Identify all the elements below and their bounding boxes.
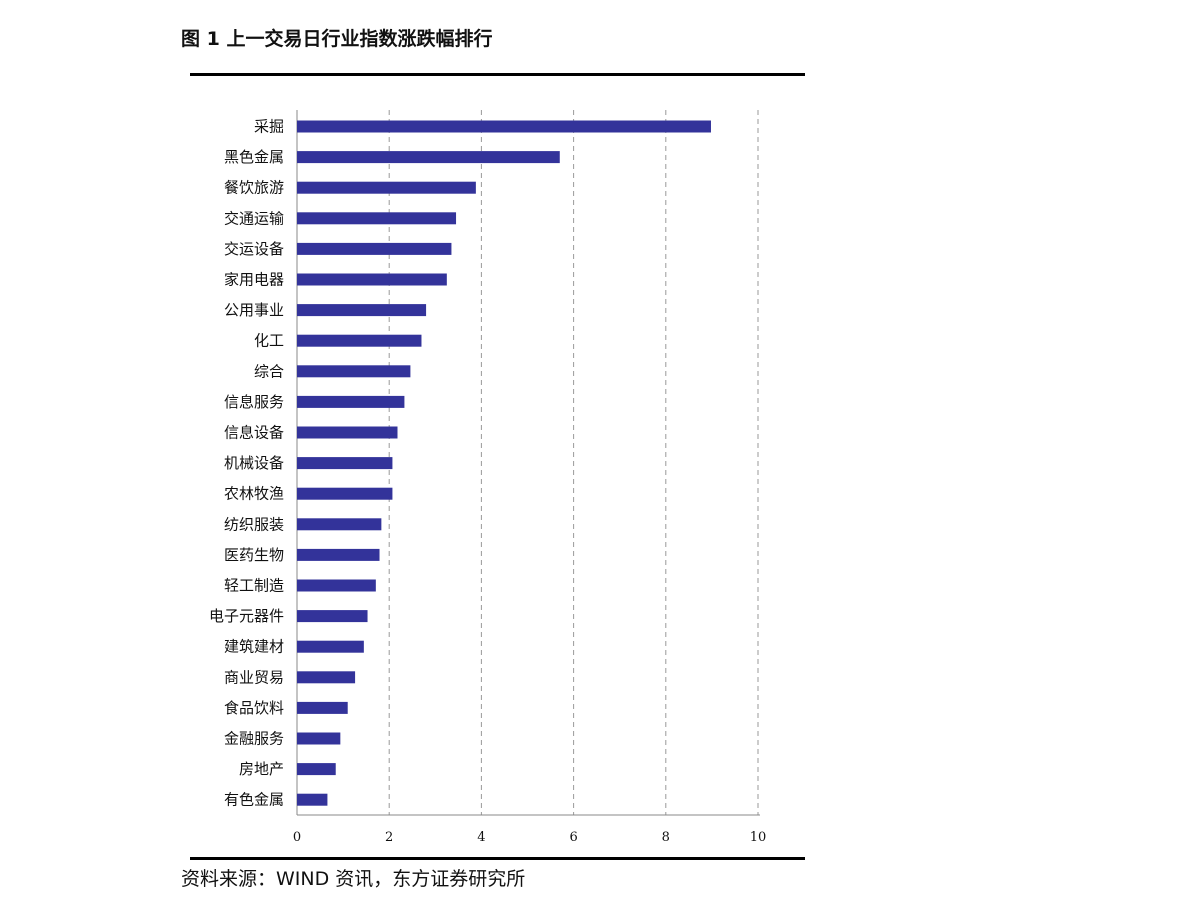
category-labels: 采掘黑色金属餐饮旅游交通运输交运设备家用电器公用事业化工综合信息服务信息设备机械… (209, 118, 284, 809)
bar (297, 334, 422, 347)
category-label: 机械设备 (224, 454, 284, 472)
bar (297, 610, 368, 623)
category-label: 交运设备 (224, 240, 284, 258)
bar (297, 518, 382, 531)
x-tick-label: 6 (569, 830, 577, 845)
category-label: 综合 (254, 362, 284, 380)
category-label: 建筑建材 (224, 638, 284, 656)
bar (297, 151, 560, 164)
category-label: 家用电器 (224, 271, 284, 289)
category-label: 轻工制造 (224, 577, 284, 595)
bar (297, 273, 447, 286)
category-label: 电子元器件 (209, 607, 284, 625)
category-label: 纺织服装 (224, 515, 284, 533)
category-label: 采掘 (254, 118, 284, 136)
x-tick-label: 0 (293, 830, 301, 845)
category-label: 房地产 (239, 760, 284, 778)
bar (297, 732, 341, 745)
category-label: 信息设备 (224, 424, 284, 442)
bar (297, 457, 393, 470)
top-rule (190, 73, 805, 76)
bar (297, 487, 393, 500)
bar (297, 242, 452, 255)
category-label: 信息服务 (224, 393, 284, 411)
bar (297, 671, 356, 684)
bottom-rule (190, 857, 805, 860)
x-tick-label: 8 (662, 830, 670, 845)
bar (297, 763, 336, 776)
bar (297, 640, 364, 653)
x-tick-labels: 0 2 4 6 8 10 (293, 830, 766, 845)
bar (297, 579, 376, 592)
category-label: 商业贸易 (224, 668, 284, 686)
x-tick-label: 4 (477, 830, 485, 845)
x-tick-label: 10 (750, 830, 767, 845)
bar (297, 548, 380, 561)
category-label: 医药生物 (224, 546, 284, 564)
category-label: 农林牧渔 (224, 485, 284, 503)
bar (297, 120, 711, 133)
category-label: 食品饮料 (224, 699, 284, 717)
category-label: 黑色金属 (224, 148, 284, 166)
category-label: 交通运输 (224, 209, 284, 227)
category-label: 餐饮旅游 (224, 179, 284, 197)
category-label: 有色金属 (224, 791, 284, 809)
bar (297, 395, 405, 408)
source-note: 资料来源：WIND 资讯，东方证券研究所 (181, 868, 526, 890)
bar (297, 304, 427, 317)
bar (297, 181, 476, 194)
bars (297, 120, 711, 806)
bar (297, 426, 398, 439)
bar (297, 701, 348, 714)
figure-title: 图 1 上一交易日行业指数涨跌幅排行 (181, 28, 493, 50)
x-tick-label: 2 (385, 830, 393, 845)
bar (297, 365, 411, 378)
bar (297, 212, 457, 225)
category-label: 金融服务 (224, 730, 284, 748)
category-label: 化工 (254, 332, 284, 350)
category-label: 公用事业 (224, 301, 284, 319)
bar (297, 793, 328, 806)
